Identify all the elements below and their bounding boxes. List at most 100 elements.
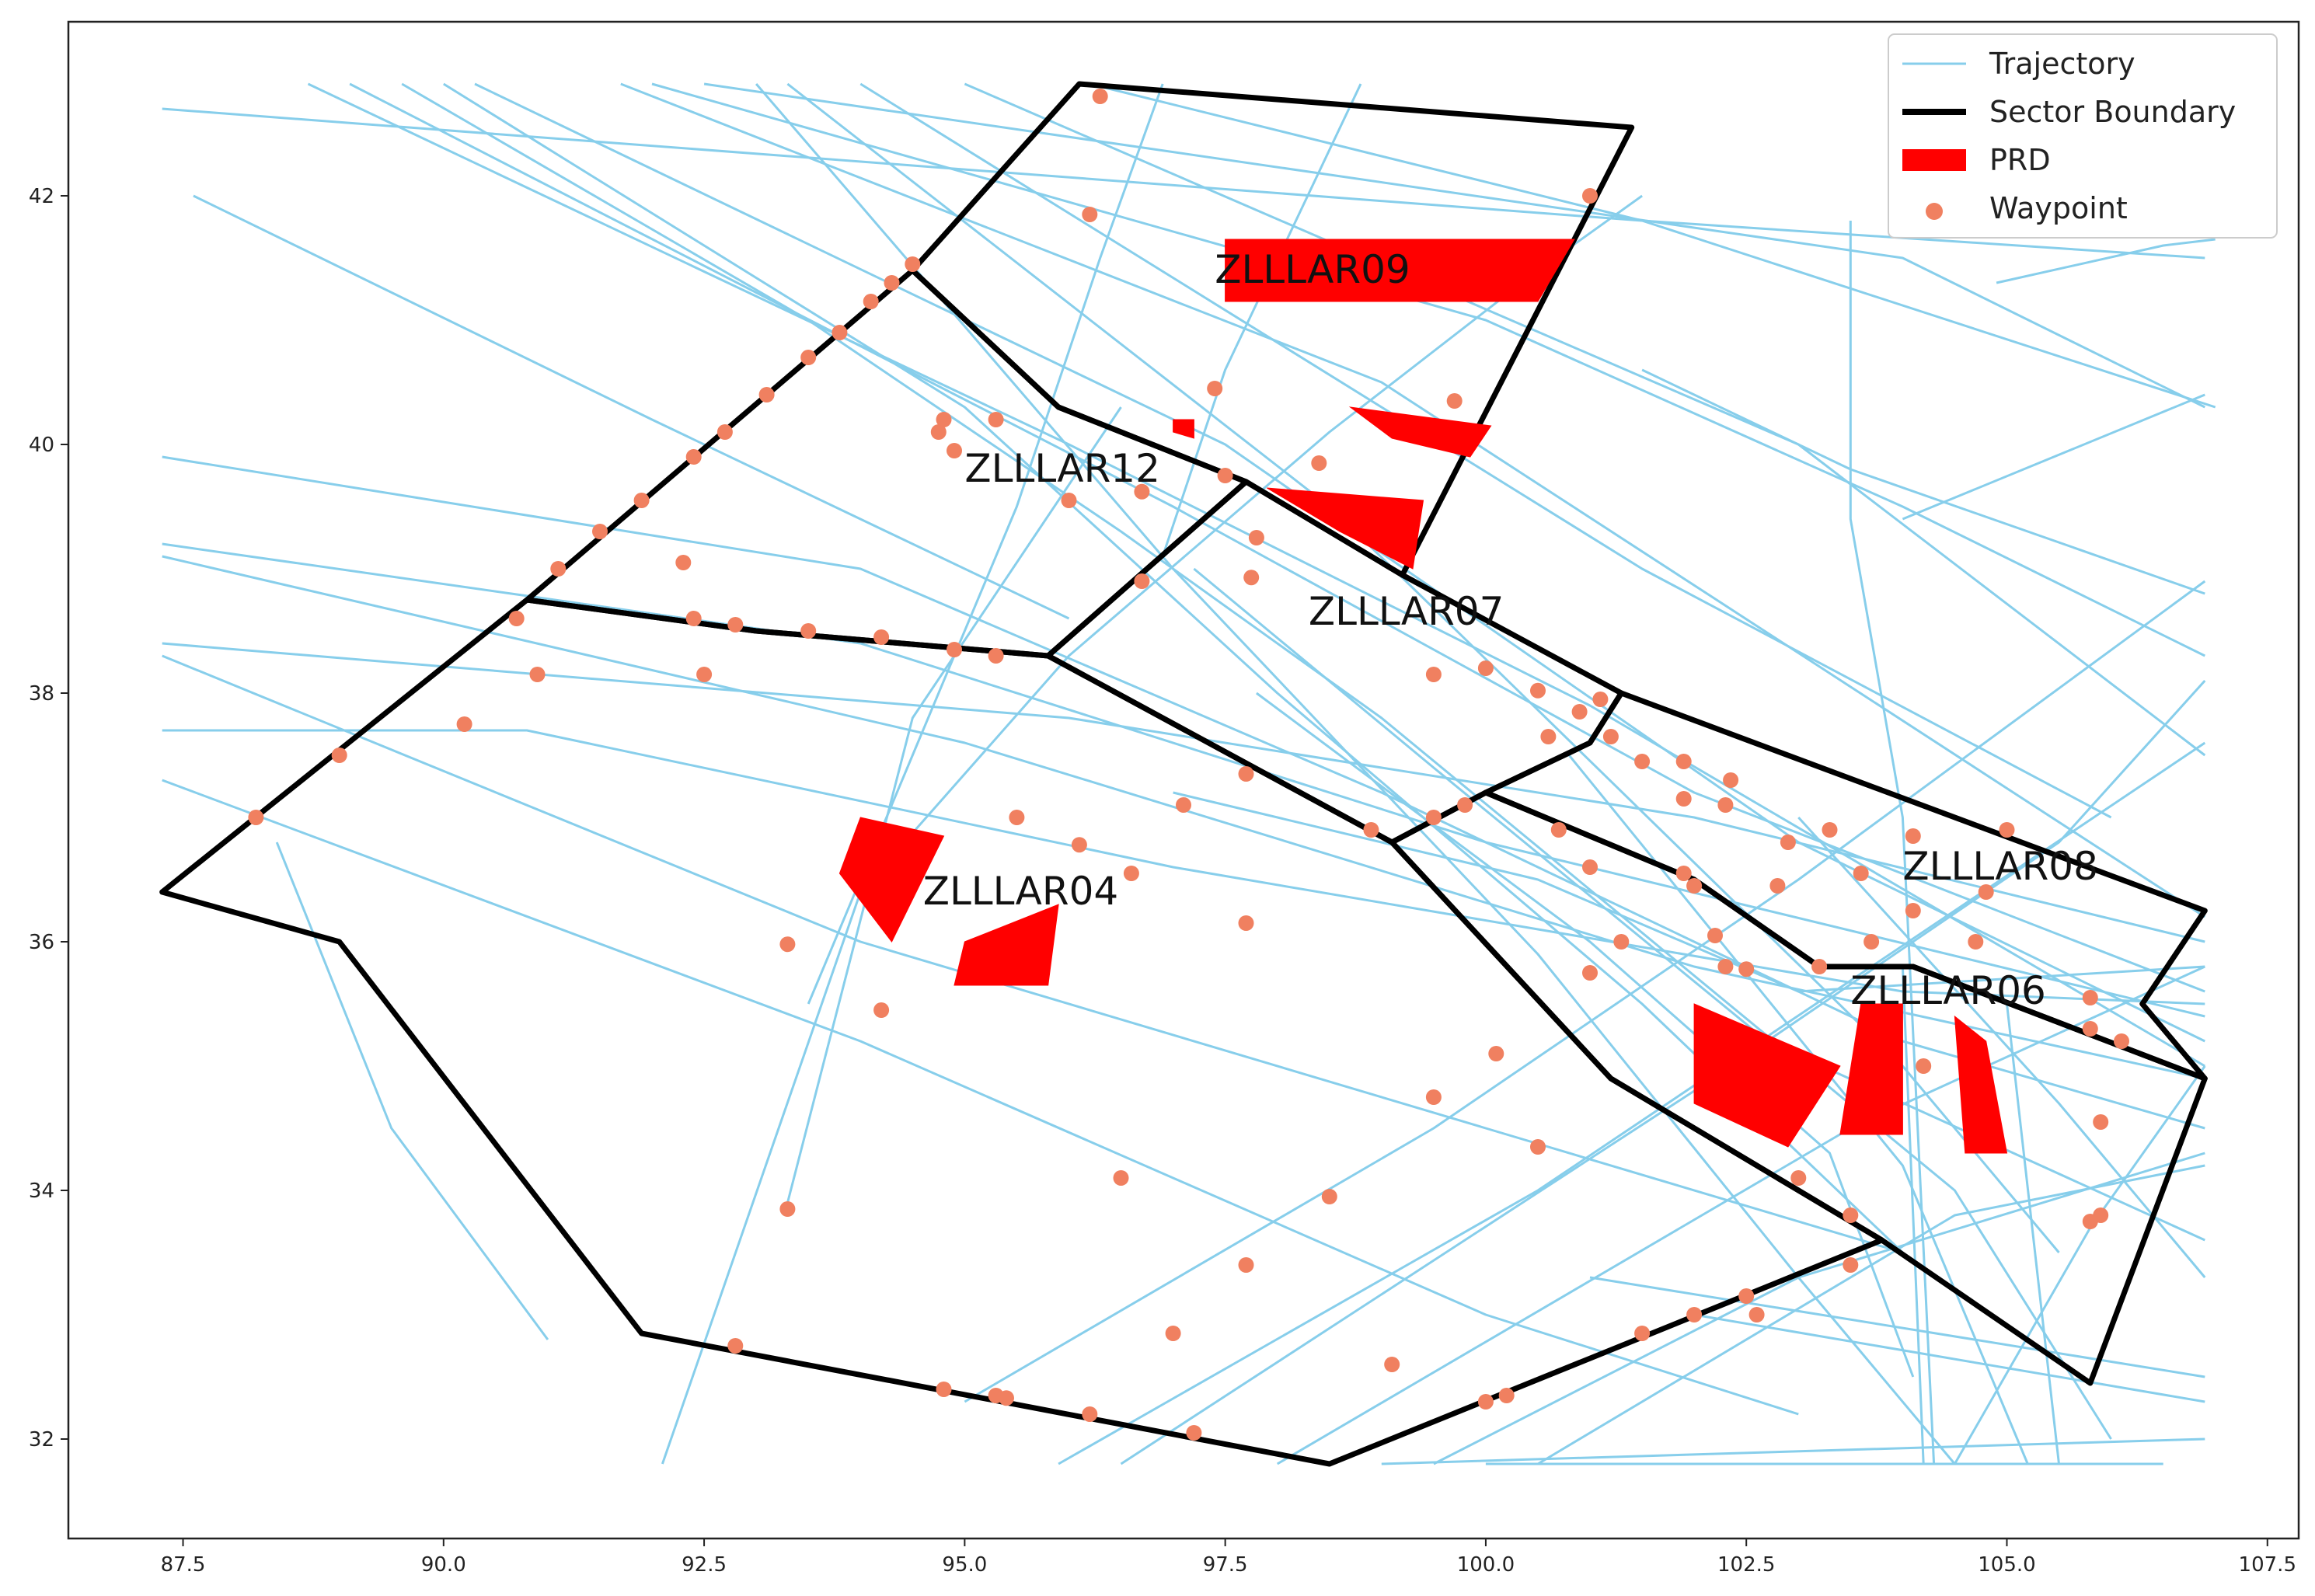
prd-layer	[838, 239, 2008, 1154]
trajectory-line	[1161, 83, 1362, 557]
prd-area	[1173, 419, 1194, 439]
trajectory-line	[443, 82, 1904, 1254]
y-tick-label: 42	[29, 185, 54, 208]
waypoint-marker	[947, 642, 962, 657]
trajectory-line	[1089, 82, 2205, 260]
trajectory-line	[786, 406, 1122, 1204]
waypoint-marker	[1384, 1357, 1400, 1372]
trajectory-line	[162, 455, 2205, 1130]
trajectory-line	[2006, 1003, 2060, 1465]
trajectory-line	[1589, 1276, 2205, 1378]
sector-label-layer: ZLLLAR09 ZLLLAR12 ZLLLAR07 ZLLLAR04 ZLLLAR08…	[923, 247, 2098, 1013]
waypoint-marker	[947, 443, 962, 458]
trajectory-line	[755, 83, 1956, 1465]
waypoint-marker	[675, 555, 692, 570]
waypoint-marker	[1477, 660, 1494, 676]
trajectory-line	[1568, 754, 2029, 1465]
trajectory-line	[275, 842, 549, 1340]
waypoint-marker	[1571, 704, 1588, 720]
waypoint-marker	[550, 561, 567, 577]
waypoint-marker	[1738, 961, 1755, 977]
prd-area	[1267, 487, 1424, 570]
waypoint-marker	[1843, 1207, 1859, 1223]
waypoint-marker	[1082, 207, 1098, 222]
trajectory-line	[964, 580, 2206, 1403]
waypoint-marker	[1634, 754, 1651, 769]
trajectory-line	[1641, 368, 2205, 595]
waypoint-marker	[779, 936, 796, 953]
trajectory-line	[1693, 1313, 2205, 1403]
waypoint-marker	[1613, 934, 1630, 950]
waypoint-marker	[1425, 667, 1442, 682]
waypoint-marker	[1061, 493, 1077, 508]
sector-label-zlllar04: ZLLLAR04	[923, 869, 1119, 914]
waypoint-marker	[727, 617, 744, 632]
trajectory-line	[1433, 1152, 2205, 1465]
waypoint-marker	[2114, 1033, 2129, 1049]
waypoint-marker	[1134, 483, 1150, 500]
waypoint-marker	[1968, 934, 1984, 950]
waypoint-marker	[832, 325, 848, 340]
waypoint-marker	[800, 350, 817, 365]
waypoint-marker	[508, 611, 525, 626]
waypoint-marker	[1248, 530, 1264, 545]
waypoint-marker	[1446, 393, 1463, 409]
waypoint-marker	[884, 275, 900, 291]
waypoint-marker	[1769, 878, 1786, 894]
waypoint-marker	[930, 424, 947, 440]
waypoint-marker	[936, 1382, 952, 1397]
waypoint-marker	[1321, 1189, 1337, 1204]
waypoint-marker	[779, 1201, 796, 1217]
sector-boundary-zlllar07	[1045, 479, 1624, 845]
prd-area	[1348, 406, 1492, 458]
waypoint-marker	[529, 667, 546, 682]
waypoint-marker	[1905, 903, 1921, 918]
waypoint-marker	[1717, 797, 1734, 813]
waypoint-marker	[1134, 573, 1150, 589]
legend: Trajectory Sector Boundary PRD Waypoint	[1888, 33, 2278, 239]
waypoint-marker	[1238, 1257, 1254, 1273]
trajectory-line	[1173, 791, 2205, 993]
waypoint-marker	[727, 1338, 744, 1354]
waypoint-marker	[1176, 797, 1191, 813]
trajectory-line	[1381, 1437, 2205, 1465]
waypoint-marker	[1916, 1058, 1932, 1074]
waypoint-marker	[758, 387, 775, 402]
waypoint-marker	[1602, 729, 1619, 744]
sector-label-zlllar07: ZLLLAR07	[1309, 589, 1504, 634]
legend-waypoint-swatch	[1926, 203, 1943, 220]
trajectory-line	[703, 82, 2205, 409]
waypoint-marker	[905, 256, 921, 272]
trajectory-line	[162, 654, 1903, 1254]
waypoint-marker	[1592, 692, 1609, 707]
waypoint-marker	[1092, 89, 1108, 104]
waypoint-marker	[1582, 188, 1598, 204]
x-tick-label: 105.0	[1978, 1553, 2035, 1577]
waypoint-marker	[1999, 822, 2015, 838]
sector-label-zlllar09: ZLLLAR09	[1215, 247, 1410, 292]
x-tick-label: 100.0	[1457, 1553, 1515, 1577]
waypoint-marker	[1822, 822, 1838, 838]
trajectory-line	[1996, 238, 2216, 284]
waypoint-marker	[2082, 1021, 2098, 1037]
waypoint-marker	[873, 1002, 890, 1018]
waypoint-marker	[1498, 1388, 1515, 1403]
waypoint-marker	[1634, 1326, 1651, 1341]
waypoint-marker	[988, 648, 1004, 664]
trajectory-line	[1902, 393, 2205, 521]
trajectory-line	[307, 82, 2206, 1068]
sector-label-zlllar08: ZLLLAR08	[1902, 844, 2098, 889]
trajectory-line	[786, 82, 2060, 1253]
y-tick-label: 40	[29, 434, 54, 457]
y-axis-ticks: 32 34 36 38 40 42	[29, 185, 68, 1451]
waypoint-marker	[1811, 959, 1828, 974]
waypoint-marker	[1238, 766, 1254, 782]
waypoint-marker	[1071, 837, 1087, 853]
waypoint-marker	[1686, 878, 1703, 894]
trajectory-line	[651, 82, 2205, 657]
prd-area	[1954, 1015, 2008, 1154]
sector-label-zlllar12: ZLLLAR12	[964, 446, 1160, 491]
waypoint-marker	[2093, 1114, 2109, 1130]
waypoint-marker	[1186, 1425, 1202, 1441]
